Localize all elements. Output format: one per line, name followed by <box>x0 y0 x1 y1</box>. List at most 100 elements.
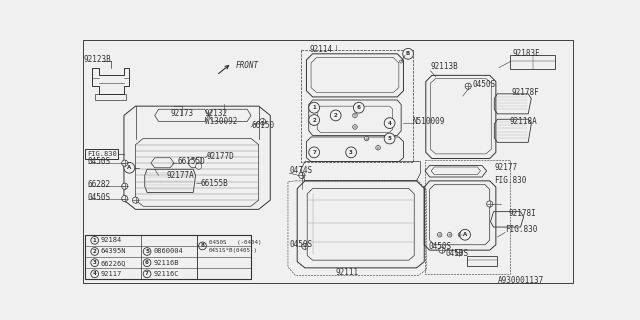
Text: 66150: 66150 <box>251 121 274 130</box>
Circle shape <box>465 83 471 89</box>
Text: 1: 1 <box>312 105 316 110</box>
Text: W130092: W130092 <box>205 117 237 126</box>
Text: 0450S: 0450S <box>428 242 451 251</box>
Text: 92114: 92114 <box>310 45 333 54</box>
Text: A: A <box>463 232 467 237</box>
Text: 66282: 66282 <box>88 180 111 189</box>
Circle shape <box>353 102 364 113</box>
Text: 0450S   (-0404): 0450S (-0404) <box>209 240 261 245</box>
Circle shape <box>189 158 198 168</box>
Circle shape <box>196 157 202 163</box>
Circle shape <box>330 110 341 121</box>
Text: 92123B: 92123B <box>83 55 111 64</box>
Text: 5: 5 <box>145 249 149 254</box>
Circle shape <box>91 270 99 278</box>
Text: 66155D: 66155D <box>178 157 205 166</box>
Text: 0450S: 0450S <box>289 240 312 249</box>
Text: 92118A: 92118A <box>509 117 538 126</box>
Circle shape <box>122 160 128 166</box>
Circle shape <box>132 197 139 203</box>
Circle shape <box>91 248 99 255</box>
Circle shape <box>364 136 369 141</box>
Text: 7: 7 <box>312 150 316 155</box>
Circle shape <box>308 102 319 113</box>
Text: 66226Q: 66226Q <box>101 260 126 266</box>
Text: 92178F: 92178F <box>511 88 539 97</box>
Text: 0450S: 0450S <box>88 157 111 166</box>
Text: 2: 2 <box>312 117 316 123</box>
Text: A930001137: A930001137 <box>497 276 543 285</box>
Circle shape <box>486 201 493 207</box>
Circle shape <box>259 118 266 124</box>
Text: 92183E: 92183E <box>513 49 541 58</box>
Circle shape <box>196 163 202 169</box>
Text: FIG.830: FIG.830 <box>494 176 527 185</box>
Circle shape <box>384 118 395 129</box>
Circle shape <box>346 147 356 158</box>
Text: 92178I: 92178I <box>508 210 536 219</box>
Bar <box>301 50 413 162</box>
Circle shape <box>143 270 151 278</box>
Text: 6: 6 <box>357 105 361 110</box>
Circle shape <box>447 232 452 237</box>
Text: FRONT: FRONT <box>236 61 259 70</box>
Text: 2: 2 <box>334 113 337 118</box>
Text: 92113B: 92113B <box>431 62 458 71</box>
Text: A: A <box>127 165 131 170</box>
Text: 0450S: 0450S <box>473 80 496 89</box>
Text: 66155B: 66155B <box>201 179 228 188</box>
Bar <box>86 235 251 279</box>
Text: 92117: 92117 <box>101 271 122 277</box>
Circle shape <box>91 236 99 244</box>
Text: 92116B: 92116B <box>153 260 179 266</box>
Text: 0450S: 0450S <box>445 250 468 259</box>
Text: 92177D: 92177D <box>206 152 234 161</box>
Circle shape <box>122 183 128 189</box>
Circle shape <box>439 247 445 253</box>
Bar <box>86 148 118 159</box>
Text: 4: 4 <box>388 121 392 125</box>
Bar <box>197 235 251 279</box>
Text: FIG.830: FIG.830 <box>505 225 538 234</box>
Text: 92177: 92177 <box>494 163 518 172</box>
Text: N510009: N510009 <box>413 117 445 126</box>
Circle shape <box>353 113 357 118</box>
Circle shape <box>456 249 462 256</box>
Text: 92116C: 92116C <box>153 271 179 277</box>
Circle shape <box>124 162 135 173</box>
Circle shape <box>122 196 128 202</box>
Circle shape <box>91 259 99 267</box>
Circle shape <box>299 172 305 179</box>
Text: 92184: 92184 <box>101 237 122 243</box>
Circle shape <box>302 243 308 249</box>
Circle shape <box>458 232 463 237</box>
Text: FIG.830: FIG.830 <box>87 151 116 157</box>
Circle shape <box>460 229 470 240</box>
Text: 0450S: 0450S <box>88 193 111 202</box>
Text: 1: 1 <box>93 238 97 243</box>
Circle shape <box>198 242 206 250</box>
Text: 64395N: 64395N <box>101 249 126 254</box>
Circle shape <box>308 147 319 158</box>
Circle shape <box>384 133 395 144</box>
Bar <box>425 160 509 274</box>
Circle shape <box>437 232 442 237</box>
Text: 92111: 92111 <box>336 268 359 277</box>
Text: 0451S*B(0405-): 0451S*B(0405-) <box>209 248 258 253</box>
Circle shape <box>399 60 403 63</box>
Text: 92173: 92173 <box>170 109 193 118</box>
Circle shape <box>143 248 151 255</box>
Text: 0860004: 0860004 <box>153 249 183 254</box>
Circle shape <box>353 124 357 129</box>
Circle shape <box>376 145 380 150</box>
Text: 92132: 92132 <box>205 109 228 118</box>
Text: 2: 2 <box>93 249 97 254</box>
Text: 3: 3 <box>93 260 97 265</box>
Text: 4: 4 <box>93 271 97 276</box>
Circle shape <box>308 115 319 125</box>
Circle shape <box>403 48 413 59</box>
Text: 92177A: 92177A <box>166 171 194 180</box>
Circle shape <box>143 259 151 267</box>
Text: 5: 5 <box>388 136 392 141</box>
Text: 6: 6 <box>145 260 149 265</box>
